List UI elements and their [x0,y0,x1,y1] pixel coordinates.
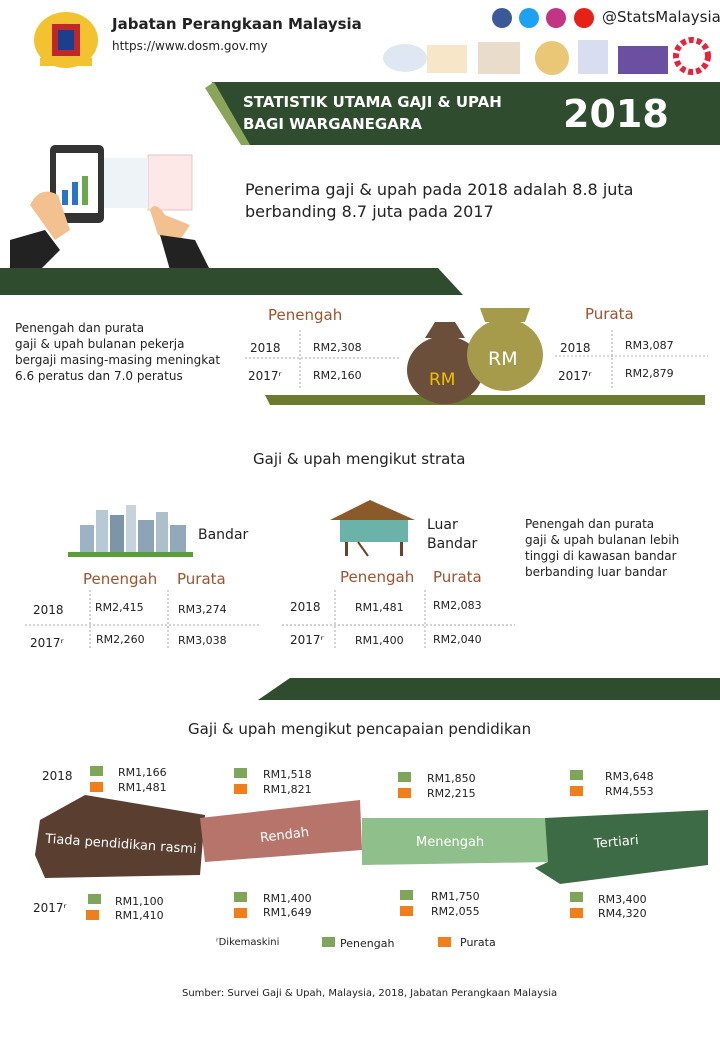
value: RM2,308 [313,341,362,354]
value: RM3,400 [598,893,647,906]
banner-title: STATISTIK UTAMA GAJI & UPAH [243,93,502,111]
value: RM4,553 [605,785,654,798]
intro-text: berbanding 8.7 juta pada 2017 [245,202,494,221]
twitter-icon[interactable] [519,8,539,28]
value: RM2,260 [96,633,145,646]
value: RM1,518 [263,768,312,781]
note: gaji & upah bulanan lebih [525,533,680,547]
note: tinggi di kawasan bandar [525,549,677,563]
section-title: Gaji & upah mengikut pencapaian pendidik… [188,720,532,738]
value: RM1,821 [263,783,312,796]
youtube-icon[interactable] [574,8,594,28]
heading: Purata [177,570,226,588]
value: RM1,400 [263,892,312,905]
legend-swatches [86,766,583,947]
value: RM3,274 [178,603,227,616]
heading: Penengah [268,306,343,324]
legend-label: Purata [460,936,496,949]
value: RM2,160 [313,369,362,382]
bag-label: RM [488,348,518,370]
note: gaji & upah bulanan pekerja [15,337,185,351]
stratum-label: Bandar [427,536,478,552]
year: 2017ʳ [33,901,67,915]
note: bergaji masing-masing meningkat [15,353,221,367]
year: 2017ʳ [290,633,324,647]
note: berbanding luar bandar [525,565,668,579]
house-illustration [330,500,415,557]
year: 2018 [560,341,591,355]
value: RM1,400 [355,634,404,647]
value: RM2,040 [433,633,482,646]
banner-year: 2018 [563,92,669,136]
heading: Penengah [340,568,415,586]
value: RM1,481 [355,601,404,614]
value: RM2,215 [427,787,476,800]
source: Sumber: Survei Gaji & Upah, Malaysia, 20… [182,988,558,999]
banner [212,82,720,145]
heading: Purata [585,305,634,323]
legend-label: Penengah [340,937,395,950]
org-name: Jabatan Perangkaan Malaysia [112,15,362,33]
year: 2017ʳ [30,636,64,650]
ribbon [362,818,552,865]
value: RM1,850 [427,772,476,785]
value: RM1,100 [115,895,164,908]
facebook-icon[interactable] [492,8,512,28]
value: RM4,320 [598,907,647,920]
url[interactable]: https://www.dosm.gov.my [112,39,268,53]
value: RM2,415 [95,601,144,614]
value: RM1,750 [431,890,480,903]
value: RM2,879 [625,367,674,380]
banner-title: BAGI WARGANEGARA [243,115,422,133]
stratum-label: Bandar [198,527,249,543]
event-logos [383,37,711,75]
heading: Purata [433,568,482,586]
value: RM2,083 [433,599,482,612]
ribbon [200,800,362,862]
value: RM3,648 [605,770,654,783]
value: RM1,166 [118,766,167,779]
level-label: Menengah [416,835,485,850]
value: RM3,038 [178,634,227,647]
year: 2017ʳ [558,369,592,383]
year: 2018 [290,600,321,614]
note: Penengah dan purata [15,321,145,335]
year: 2018 [33,603,64,617]
ribbon [35,795,205,878]
city-illustration [68,505,193,557]
intro-text: Penerima gaji & upah pada 2018 adalah 8.… [245,180,634,199]
note: Penengah dan purata [525,517,655,531]
handle[interactable]: @StatsMalaysia [602,8,720,26]
section-title: Gaji & upah mengikut strata [253,450,466,468]
ribbon [535,810,708,884]
legend-note: ʳDikemaskini [216,937,280,948]
band [0,268,463,295]
year: 2018 [250,341,281,355]
crest [34,12,98,68]
note: 6.6 peratus dan 7.0 peratus [15,369,183,383]
value: RM1,649 [263,906,312,919]
year: 2018 [42,769,73,783]
instagram-icon[interactable] [546,8,566,28]
stratum-label: Luar [427,517,458,533]
value: RM3,087 [625,339,674,352]
year: 2017ʳ [248,369,282,383]
value: RM1,410 [115,909,164,922]
money-bags [407,308,543,404]
phone-illustration [10,145,210,270]
value: RM2,055 [431,905,480,918]
value: RM1,481 [118,781,167,794]
heading: Penengah [83,570,158,588]
level-label: Tertiari [593,833,640,852]
bag-label: RM [429,370,456,390]
